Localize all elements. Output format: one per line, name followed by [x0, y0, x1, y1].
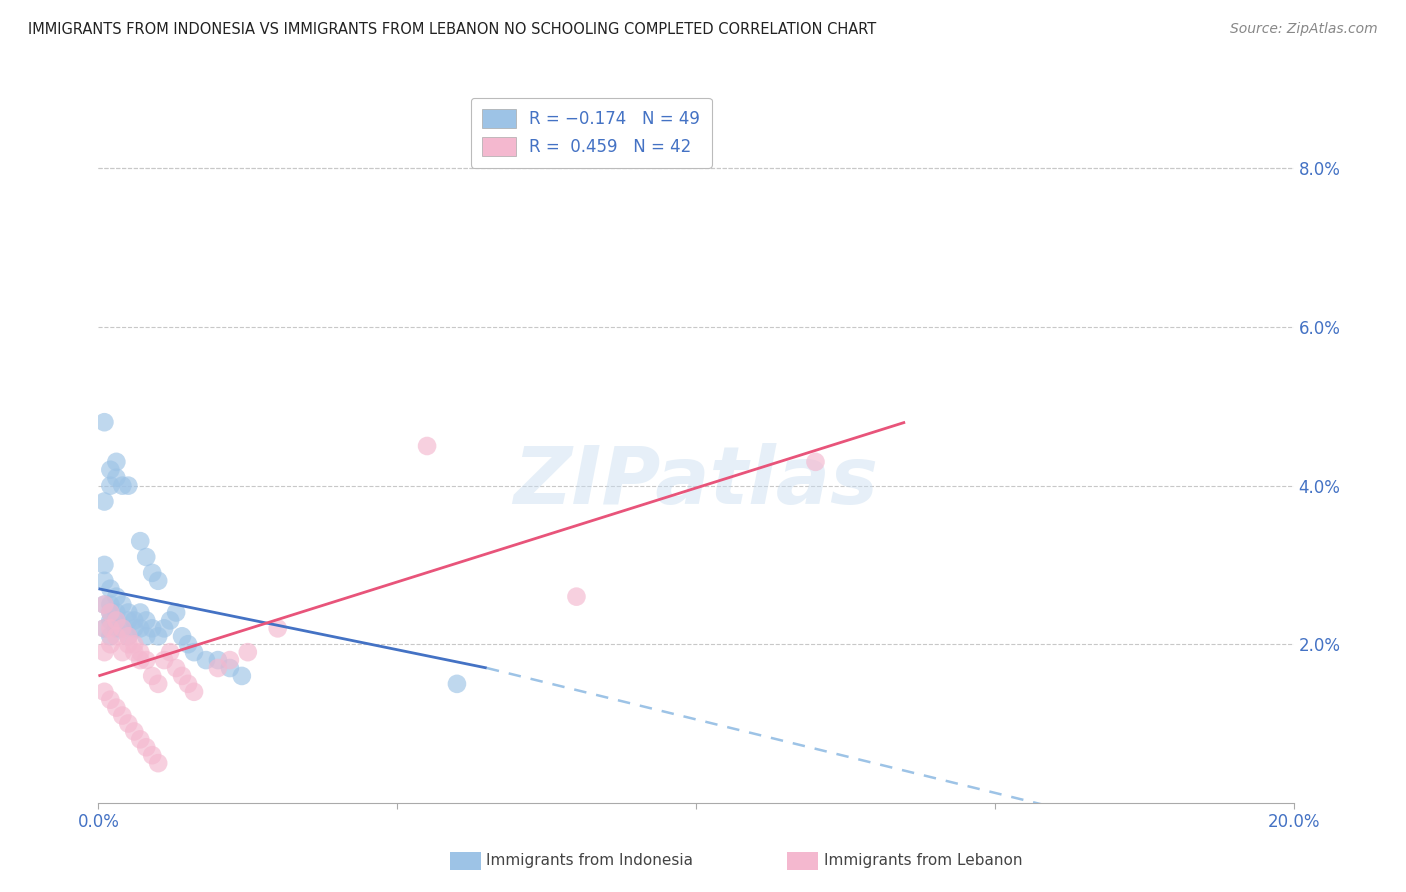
Point	[111, 621, 134, 635]
Point	[93, 598, 115, 612]
Point	[93, 598, 115, 612]
Point	[183, 685, 205, 699]
Point	[804, 455, 827, 469]
Point	[100, 606, 122, 620]
Point	[129, 653, 152, 667]
Point	[105, 614, 128, 628]
Point	[100, 629, 122, 643]
Point	[129, 606, 152, 620]
Point	[148, 574, 170, 588]
Point	[148, 756, 170, 771]
Point	[111, 598, 134, 612]
Point	[129, 534, 152, 549]
Point	[93, 558, 115, 572]
Point	[183, 645, 205, 659]
Point	[111, 645, 134, 659]
Point	[100, 582, 122, 596]
Point	[207, 661, 229, 675]
Point	[148, 677, 170, 691]
Point	[93, 494, 115, 508]
Point	[105, 590, 128, 604]
Point	[117, 478, 139, 492]
Text: ZIPatlas: ZIPatlas	[513, 442, 879, 521]
Point	[117, 614, 139, 628]
Point	[129, 621, 152, 635]
Point	[141, 748, 163, 763]
Point	[100, 478, 122, 492]
Point	[105, 471, 128, 485]
Point	[93, 685, 115, 699]
Point	[267, 621, 290, 635]
Point	[100, 606, 122, 620]
Point	[100, 621, 122, 635]
Point	[135, 629, 157, 643]
Point	[135, 614, 157, 628]
Point	[159, 645, 181, 659]
Point	[124, 621, 146, 635]
Point	[124, 637, 146, 651]
Point	[219, 661, 242, 675]
Point	[100, 614, 122, 628]
Point	[195, 653, 218, 667]
Point	[165, 606, 187, 620]
Text: Immigrants from Lebanon: Immigrants from Lebanon	[824, 854, 1022, 868]
Point	[111, 621, 134, 635]
Point	[231, 669, 253, 683]
Point	[177, 677, 200, 691]
Text: Immigrants from Indonesia: Immigrants from Indonesia	[486, 854, 693, 868]
Point	[117, 716, 139, 731]
Point	[172, 669, 194, 683]
Point	[105, 700, 128, 714]
Legend: R = −0.174   N = 49, R =  0.459   N = 42: R = −0.174 N = 49, R = 0.459 N = 42	[471, 97, 711, 168]
Point	[219, 653, 242, 667]
Point	[135, 740, 157, 755]
Point	[117, 629, 139, 643]
Point	[105, 614, 128, 628]
Point	[111, 478, 134, 492]
Point	[416, 439, 439, 453]
Point	[124, 614, 146, 628]
Text: Source: ZipAtlas.com: Source: ZipAtlas.com	[1230, 22, 1378, 37]
Point	[141, 566, 163, 580]
Point	[105, 621, 128, 635]
Point	[141, 621, 163, 635]
Point	[100, 463, 122, 477]
Point	[100, 692, 122, 706]
Point	[111, 708, 134, 723]
Point	[105, 629, 128, 643]
Point	[129, 732, 152, 747]
Point	[93, 574, 115, 588]
Point	[135, 653, 157, 667]
Point	[105, 455, 128, 469]
Point	[148, 629, 170, 643]
Point	[124, 645, 146, 659]
Point	[100, 598, 122, 612]
Point	[153, 621, 176, 635]
Point	[100, 637, 122, 651]
Point	[93, 415, 115, 429]
Point	[117, 606, 139, 620]
Text: IMMIGRANTS FROM INDONESIA VS IMMIGRANTS FROM LEBANON NO SCHOOLING COMPLETED CORR: IMMIGRANTS FROM INDONESIA VS IMMIGRANTS …	[28, 22, 876, 37]
Point	[124, 724, 146, 739]
Point	[446, 677, 468, 691]
Point	[117, 629, 139, 643]
Point	[129, 645, 152, 659]
Point	[105, 606, 128, 620]
Point	[93, 645, 115, 659]
Point	[117, 637, 139, 651]
Point	[93, 621, 115, 635]
Point	[177, 637, 200, 651]
Point	[153, 653, 176, 667]
Point	[172, 629, 194, 643]
Point	[141, 669, 163, 683]
Point	[236, 645, 259, 659]
Point	[159, 614, 181, 628]
Point	[565, 590, 588, 604]
Point	[93, 621, 115, 635]
Point	[207, 653, 229, 667]
Point	[135, 549, 157, 564]
Point	[165, 661, 187, 675]
